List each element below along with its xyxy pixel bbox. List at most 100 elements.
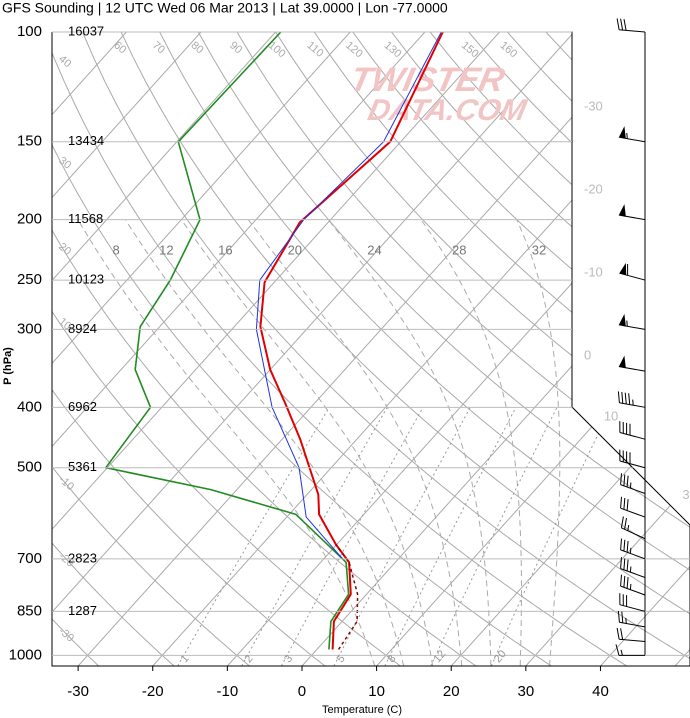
isotherm-label: 0 <box>584 347 591 362</box>
height-label: 11568 <box>68 211 103 226</box>
mixing-ratio-line <box>177 407 330 666</box>
moist-adiabat <box>420 219 522 666</box>
moist-adiabat <box>77 219 376 666</box>
wind-barb <box>620 473 646 494</box>
isotherm <box>52 32 276 666</box>
wind-barb <box>620 557 646 578</box>
x-tick-label: 20 <box>443 683 460 700</box>
dry-adiabat <box>584 32 690 666</box>
y-tick-label: 850 <box>17 602 42 619</box>
mixing-ratio-label: 2 <box>242 653 255 665</box>
isotherm <box>52 32 426 666</box>
moist-adiabat-label: 20 <box>288 243 302 258</box>
profile-line <box>259 32 444 650</box>
dry-adiabat <box>52 32 477 666</box>
mixing-ratio-label: 3 <box>282 653 295 665</box>
dry-adiabat <box>313 32 690 666</box>
dry-adiabat-label: 90 <box>227 39 244 56</box>
dry-adiabat-label: -30 <box>56 625 76 644</box>
chart-title: GFS Sounding | 12 UTC Wed 06 Mar 2013 | … <box>2 0 448 16</box>
isotherm-label: 10 <box>604 408 618 423</box>
dry-adiabat <box>82 32 690 666</box>
dry-adiabat <box>506 32 690 666</box>
x-tick-label: 30 <box>517 683 534 700</box>
mixing-ratio-line <box>490 407 612 666</box>
wind-barb <box>620 496 646 518</box>
mixing-ratio-label: 1 <box>178 653 191 665</box>
height-label: 16037 <box>68 23 104 38</box>
wind-barb <box>619 593 646 612</box>
isotherm <box>674 32 690 666</box>
dry-adiabat <box>52 32 99 666</box>
wind-barb <box>616 627 646 642</box>
dry-adiabat-label: 30 <box>56 155 73 172</box>
x-tick-label: 0 <box>298 683 306 700</box>
dry-adiabat <box>159 32 690 666</box>
dry-adiabat <box>52 32 628 666</box>
isotherm <box>301 32 690 666</box>
isotherm <box>52 32 202 666</box>
isotherm <box>52 32 500 666</box>
profile-line <box>105 32 350 650</box>
dry-adiabat <box>52 32 250 666</box>
isotherm <box>52 32 351 666</box>
isotherm <box>77 32 650 666</box>
dry-adiabat <box>120 32 690 666</box>
dry-adiabat <box>52 32 175 666</box>
mixing-ratio-label: 12 <box>431 648 448 665</box>
moist-adiabat-label: 28 <box>452 243 466 258</box>
dry-adiabat <box>52 32 401 666</box>
wind-barb <box>616 18 646 33</box>
height-label: 8924 <box>68 321 97 336</box>
moist-adiabat <box>516 219 561 666</box>
y-tick-label: 100 <box>17 23 42 40</box>
moist-adiabat <box>328 219 492 666</box>
y-tick-label: 150 <box>17 133 42 150</box>
y-tick-label: 300 <box>17 320 42 337</box>
moist-adiabat-label: 24 <box>367 243 381 258</box>
dry-adiabat <box>52 32 326 666</box>
y-tick-label: 1000 <box>9 646 42 663</box>
y-tick-label: 500 <box>17 459 42 476</box>
mixing-ratio-line <box>384 407 517 666</box>
height-label: 1287 <box>68 603 97 618</box>
isotherm <box>52 32 575 666</box>
height-label: 2823 <box>68 550 97 565</box>
y-tick-label: 200 <box>17 211 42 228</box>
dry-adiabat-label: 80 <box>189 39 206 56</box>
profile-line <box>335 544 359 650</box>
isotherm-label: -10 <box>584 265 603 280</box>
x-tick-label: -20 <box>142 683 164 700</box>
y-tick-label: 250 <box>17 271 42 288</box>
watermark-line: TWISTER <box>347 61 508 99</box>
dry-adiabat-label: 110 <box>304 39 325 59</box>
mixing-ratio-label: 5 <box>335 653 348 665</box>
y-axis-label: P (hPa) <box>2 347 14 385</box>
dry-adiabat <box>236 32 690 666</box>
x-tick-label: -10 <box>217 683 239 700</box>
mixing-ratio-line <box>333 407 471 666</box>
dry-adiabat <box>429 32 690 666</box>
watermark: TWISTER DATA.COM <box>347 61 530 127</box>
dry-adiabat-label: 100 <box>266 39 288 60</box>
x-tick-label: 40 <box>592 683 609 700</box>
wind-barb <box>618 126 646 143</box>
x-tick-label: 10 <box>368 683 385 700</box>
moist-adiabat-label: 12 <box>159 243 173 258</box>
height-label: 10123 <box>68 272 104 287</box>
dry-adiabat-label: -10 <box>56 474 76 493</box>
isotherm <box>152 32 690 666</box>
moist-adiabat-label: 8 <box>112 243 119 258</box>
moist-adiabat-label: 32 <box>532 243 546 258</box>
isotherm <box>376 32 690 666</box>
wind-barb <box>620 574 646 596</box>
isotherm-label: -30 <box>584 99 603 114</box>
wind-barb <box>618 204 646 221</box>
x-tick-label: -30 <box>67 683 89 700</box>
mixing-ratio-line <box>280 407 424 666</box>
mixing-ratio-label: 20 <box>492 648 509 665</box>
dry-adiabat <box>52 32 552 666</box>
wind-barb <box>618 355 646 372</box>
wind-barb <box>615 644 646 656</box>
